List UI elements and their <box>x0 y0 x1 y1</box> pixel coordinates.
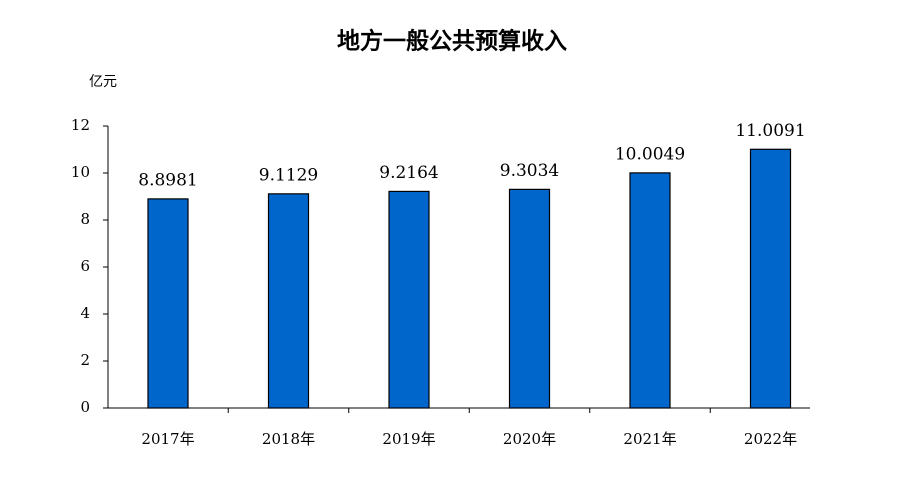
x-tick-label: 2018年 <box>262 430 315 448</box>
value-label: 10.0049 <box>615 144 685 164</box>
x-tick-label: 2021年 <box>623 430 676 448</box>
bar <box>749 148 792 409</box>
y-tick-label: 2 <box>80 351 90 369</box>
bar <box>388 190 430 409</box>
y-tick-label: 8 <box>80 210 90 228</box>
x-tick-label: 2022年 <box>744 430 797 448</box>
x-tick-label: 2020年 <box>503 430 556 448</box>
y-tick-label: 10 <box>71 163 90 181</box>
bar <box>267 193 310 409</box>
y-unit: 亿元 <box>89 74 117 90</box>
y-tick-label: 4 <box>80 304 90 322</box>
bar <box>147 198 189 409</box>
x-tick-label: 2017年 <box>141 430 194 448</box>
y-tick-label: 6 <box>80 257 90 275</box>
value-label: 9.3034 <box>500 161 559 181</box>
chart-title: 地方一般公共预算收入 <box>337 28 567 55</box>
value-label: 8.8981 <box>138 170 197 190</box>
value-label: 9.1129 <box>259 165 318 185</box>
x-tick-label: 2019年 <box>382 430 435 448</box>
y-tick-label: 0 <box>80 398 90 416</box>
bar <box>508 188 551 409</box>
value-label: 11.0091 <box>735 121 805 141</box>
y-tick-label: 12 <box>71 116 90 134</box>
bar <box>629 172 671 409</box>
value-label: 9.2164 <box>379 163 438 183</box>
